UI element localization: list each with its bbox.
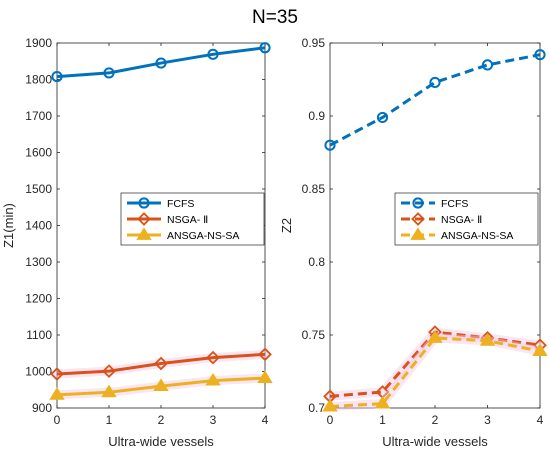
data-point	[429, 76, 441, 89]
x-axis-label: Ultra-wide vessels	[108, 434, 214, 449]
series-line	[329, 53, 541, 147]
y-tick-label: 1100	[26, 328, 52, 342]
data-point	[49, 387, 65, 400]
legend-marker	[410, 227, 426, 240]
x-tick-label: 4	[537, 413, 544, 427]
data-point	[427, 330, 443, 343]
y-tick-label: 1900	[25, 36, 52, 50]
chart-left-z1: 0 1 2 3 4 900 1000 1100 1200 1300 1400 1500 1600 1700…	[1, 36, 273, 449]
series-ansga-ns-sa	[322, 330, 548, 412]
y-tick-label: 0.95	[302, 36, 326, 50]
legend-label: ANSGA-NS-SA	[441, 230, 513, 242]
data-point	[102, 364, 116, 379]
data-point	[257, 370, 273, 383]
y-tick-label: 1300	[25, 255, 52, 269]
data-point	[259, 42, 271, 54]
y-axis-label: Z1(min)	[1, 203, 16, 248]
legend: FCFS NSGA- Ⅱ ANSGA-NS-SA	[120, 192, 265, 246]
legend: FCFS NSGA- Ⅱ ANSGA-NS-SA	[394, 192, 539, 246]
series-line	[329, 336, 541, 409]
y-tick-label: 0.85	[302, 182, 326, 196]
x-tick-label: 3	[210, 413, 217, 427]
data-point	[206, 350, 220, 365]
legend-marker	[138, 197, 150, 209]
data-point	[50, 367, 64, 381]
x-tick-label: 2	[158, 413, 165, 427]
data-point	[258, 347, 272, 362]
data-point	[103, 67, 115, 79]
data-point	[101, 384, 117, 398]
y-tick-label: 1700	[25, 109, 52, 123]
y-tick-label: 0.75	[302, 328, 326, 342]
x-tick-label: 0	[54, 413, 61, 427]
y-tick-label: 1400	[25, 219, 52, 233]
series-fcfs	[51, 42, 271, 83]
series-ansga-ns-sa	[49, 370, 273, 400]
y-tick-label: 1800	[25, 73, 52, 87]
legend-label: ANSGA-NS-SA	[167, 230, 239, 242]
data-point	[322, 398, 338, 412]
y-tick-label: 1000	[25, 365, 52, 379]
series-line	[56, 352, 266, 376]
data-point	[207, 48, 219, 60]
data-point	[324, 139, 336, 151]
y-tick-label: 0.8	[308, 255, 325, 269]
legend-marker	[411, 212, 425, 226]
y-axis-label: Z2	[279, 218, 294, 233]
series-nsga	[50, 347, 272, 381]
data-point	[374, 395, 391, 409]
data-point	[51, 70, 63, 83]
legend-marker	[136, 227, 152, 240]
y-tick-label: 1600	[25, 146, 52, 160]
x-axis-label: Ultra-wide vessels	[382, 434, 488, 449]
series-fcfs	[324, 49, 546, 151]
data-point	[154, 356, 168, 371]
data-point	[376, 111, 389, 124]
x-tick-label: 1	[106, 413, 113, 427]
data-point	[205, 372, 221, 386]
legend-marker	[137, 212, 151, 226]
series-line	[56, 46, 266, 79]
plot-area	[49, 42, 273, 400]
x-tick-label: 1	[379, 413, 386, 427]
legend-label: NSGA- Ⅱ	[441, 214, 482, 226]
data-point	[532, 343, 548, 356]
y-tick-label: 0.9	[308, 109, 325, 123]
y-tick-label: 0.7	[308, 401, 325, 415]
y-tick-label: 1500	[25, 182, 52, 196]
y-tick-label: 900	[32, 401, 52, 415]
data-point	[534, 49, 546, 61]
x-tick-label: 3	[484, 413, 491, 427]
y-tick-label: 1200	[25, 292, 52, 306]
x-tick-label: 0	[327, 413, 334, 427]
plot-area	[322, 49, 548, 412]
data-point	[479, 333, 496, 346]
legend-label: NSGA- Ⅱ	[167, 214, 208, 226]
x-tick-label: 4	[262, 413, 269, 427]
legend-marker	[412, 197, 424, 209]
data-point	[481, 59, 494, 71]
data-point	[153, 378, 169, 392]
legend-label: FCFS	[441, 198, 468, 210]
chart-right-z2: 0 1 2 3 4 0.7 0.75 0.8 0.85 0.9 0.95 Ultra-wide ves…	[279, 36, 548, 449]
legend-label: FCFS	[167, 198, 194, 210]
data-point	[155, 57, 167, 69]
figure-title: N=35	[252, 7, 298, 28]
x-tick-label: 2	[432, 413, 439, 427]
